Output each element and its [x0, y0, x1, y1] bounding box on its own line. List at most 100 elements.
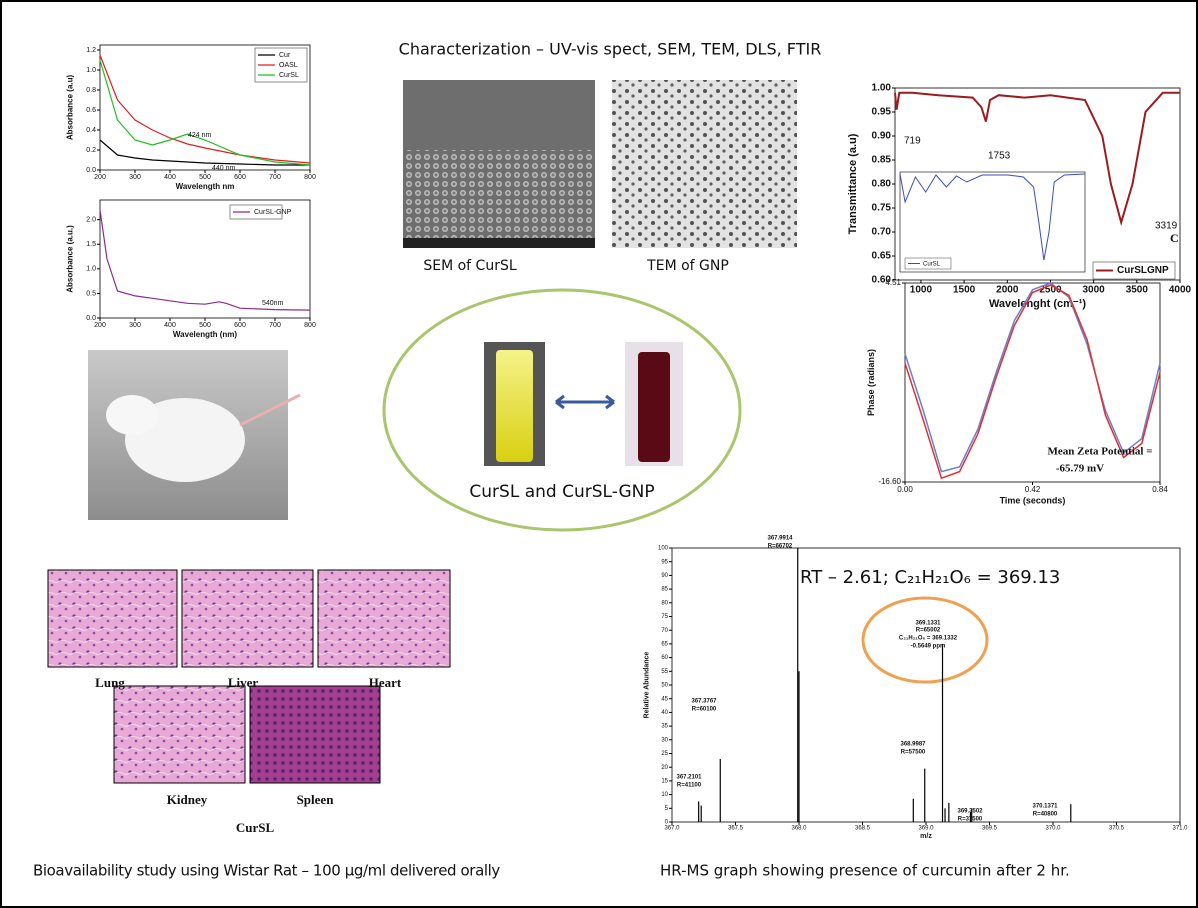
rt-label: RT – 2.61; C₂₁H₂₁O₆ = 369.13: [800, 567, 1060, 588]
y-tick-label: 25: [661, 751, 668, 757]
y-tick-label: 0.80: [872, 179, 892, 190]
y-tick-label: 0.60: [872, 275, 892, 286]
x-tick-label: 1000: [910, 285, 933, 296]
x-tick-label: 370.0: [1045, 826, 1061, 832]
x-tick-label: 4000: [1169, 285, 1192, 296]
y-tick-label: 0.65: [872, 251, 892, 262]
sem-particles: [403, 150, 595, 248]
y-axis-label: Relative Abundance: [644, 652, 651, 719]
annotation: 424 nm: [188, 132, 212, 139]
y-tick-label: 0.6: [86, 107, 96, 114]
y-tick-label: 50: [661, 683, 668, 689]
annotation: 367.3767: [691, 699, 717, 705]
legend-label: OASL: [279, 62, 298, 69]
y-tick-label: 0.90: [872, 131, 892, 142]
x-tick-label: 367.5: [728, 826, 744, 832]
annotation: 540nm: [262, 300, 284, 307]
series-line: [99, 54, 311, 164]
annotation: 719: [904, 136, 921, 147]
x-tick-label: 368.5: [855, 826, 871, 832]
x-axis-label: m/z: [920, 833, 932, 840]
x-tick-label: 3500: [1126, 285, 1149, 296]
histology-label: Kidney: [167, 792, 208, 807]
tem-caption: TEM of GNP: [646, 258, 729, 274]
histology: [47, 569, 451, 784]
y-tick-label: 80: [661, 600, 668, 606]
x-tick-label: 800: [304, 174, 316, 181]
y-tick-label: 5: [665, 806, 669, 812]
histology-label: Heart: [369, 675, 402, 690]
x-tick-label: 367.0: [664, 826, 680, 832]
vial-curSL: [496, 350, 533, 462]
annotation: 370.1371: [1032, 804, 1058, 810]
y-tick-label: 15: [661, 778, 668, 784]
y-tick-label: 55: [661, 669, 668, 675]
annotation: 440 nm: [212, 165, 236, 172]
kidney-image: [113, 685, 246, 784]
liver-image: [181, 569, 314, 668]
x-tick-label: 800: [304, 322, 316, 329]
annotation: Mean Zeta Potential =: [1048, 446, 1153, 458]
x-tick-label: 369.0: [918, 826, 934, 832]
x-tick-label: 2000: [996, 285, 1019, 296]
x-tick-label: 700: [269, 174, 281, 181]
x-tick-label: 368.0: [791, 826, 807, 832]
annotation: R=37500: [958, 817, 983, 823]
annotation: 1753: [988, 151, 1011, 162]
annotation: -0.5649 ppm: [911, 644, 946, 650]
y-tick-label: 0.85: [872, 155, 892, 166]
y-tick-label: 65: [661, 641, 668, 647]
y-tick-label: 1.0: [86, 67, 96, 74]
y-tick-label: 0.4: [86, 127, 96, 134]
peak-highlight: [861, 596, 989, 684]
y-tick-label: 1.0: [86, 266, 96, 273]
annotation: R=60100: [692, 707, 717, 713]
rat-tail: [239, 393, 301, 427]
y-tick-label: 75: [661, 614, 668, 620]
x-tick-label: 3000: [1083, 285, 1106, 296]
heart-image: [317, 569, 451, 668]
y-tick-label: 1.2: [86, 47, 96, 54]
y-axis-label: Absorbance (a.u.): [66, 225, 75, 293]
annotation: 367.9914: [767, 536, 793, 542]
y-tick-label: 95: [661, 559, 668, 565]
bioavailability-caption: Bioavailability study using Wistar Rat –…: [33, 862, 500, 880]
double-arrow: [555, 394, 615, 410]
series-line: [99, 59, 311, 166]
y-tick-label: 0.5: [86, 290, 96, 297]
title: Characterization – UV-vis spect, SEM, TE…: [399, 40, 822, 59]
lung-image: [47, 569, 178, 668]
y-tick-label: 85: [661, 587, 668, 593]
annotation: 367.2101: [676, 775, 702, 781]
inset-line: [899, 173, 1086, 261]
histology-label: Liver: [228, 675, 259, 690]
y-tick-label: 0.2: [86, 147, 96, 154]
x-tick-label: 700: [269, 322, 281, 329]
y-tick-label: 90: [661, 573, 668, 579]
x-tick-label: 400: [164, 174, 176, 181]
x-tick-label: 1500: [953, 285, 976, 296]
x-tick-label: 200: [94, 174, 106, 181]
inset-legend-label: CurSL: [923, 262, 941, 268]
x-tick-label: 369.5: [982, 826, 998, 832]
annotation: R=65002: [916, 628, 941, 634]
y-tick-label: 60: [661, 655, 668, 661]
sem-caption: SEM of CurSL: [423, 258, 516, 274]
y-axis-label: Phase (radians): [866, 349, 876, 416]
y-tick-label: 0.0: [86, 315, 96, 322]
y-axis-label: Transmittance (a.u): [847, 133, 859, 234]
y-tick-label: 70: [661, 628, 668, 634]
legend-label: Cur: [279, 52, 291, 59]
annotation: 369.3502: [957, 809, 983, 815]
x-axis-label: Wavelength nm: [176, 182, 235, 191]
x-tick-label: 400: [164, 322, 176, 329]
x-tick-label: 0.84: [1152, 485, 1168, 494]
tem-particles: [612, 80, 797, 248]
vial-curSL-GNP: [638, 352, 670, 462]
y-tick-label: 40: [661, 710, 668, 716]
y-tick-label: 45: [661, 696, 668, 702]
histology-label: Spleen: [297, 792, 335, 807]
annotation: 369.1331: [915, 621, 941, 627]
y-tick-label: 100: [658, 546, 669, 552]
